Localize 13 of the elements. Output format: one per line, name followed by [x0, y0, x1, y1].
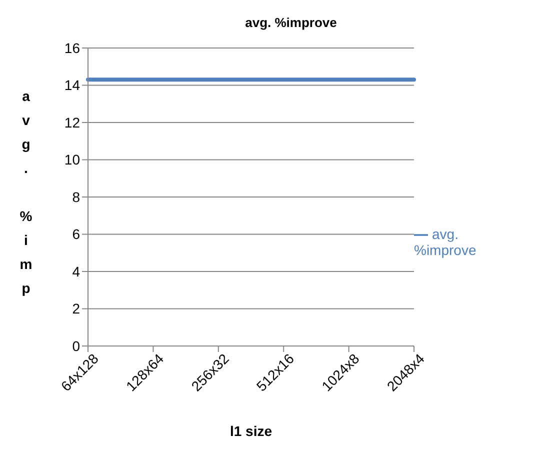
chart-title: avg. %improve	[244, 14, 338, 32]
y-tick-label: 6	[72, 226, 80, 242]
legend-label: avg. %improve	[414, 226, 476, 258]
text: avg. %imp	[20, 88, 32, 296]
y-tick-label: 10	[64, 152, 80, 168]
y-tick-label: 4	[72, 263, 80, 280]
y-tick-label: 12	[64, 114, 80, 130]
y-tick-label: 8	[72, 188, 80, 205]
y-tick-label: 2	[72, 300, 80, 317]
x-axis-title: l1 size	[230, 423, 272, 439]
y-tick-label: 0	[72, 338, 80, 354]
y-tick-label: 14	[64, 77, 80, 94]
y-tick-label: 16	[64, 40, 80, 56]
